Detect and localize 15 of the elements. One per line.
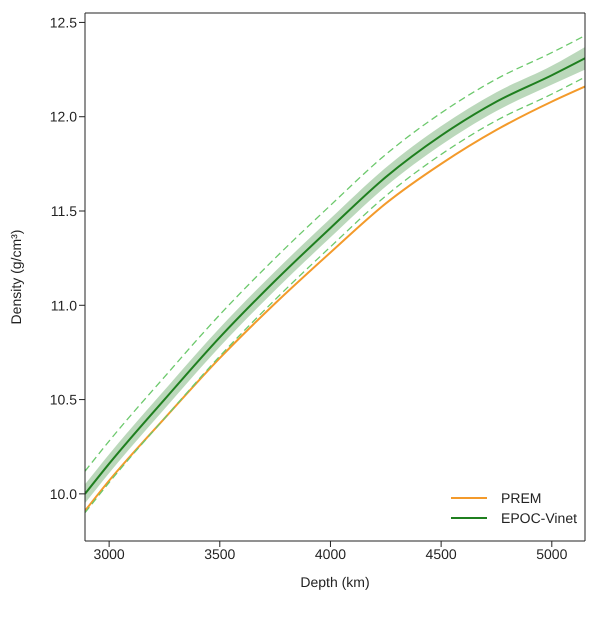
- y-tick-label: 11.5: [50, 202, 78, 219]
- legend-label: PREM: [501, 490, 542, 506]
- y-axis-title: Density (g/cm³): [8, 230, 24, 324]
- y-tick-label: 12.0: [50, 108, 78, 125]
- x-tick-label: 4500: [426, 546, 457, 562]
- y-tick-label: 10.5: [50, 392, 78, 408]
- x-tick-label: 3500: [204, 546, 236, 562]
- x-tick-label: 4000: [314, 546, 346, 562]
- y-tick-label: 12.5: [50, 14, 78, 30]
- x-tick-label: 5000: [536, 546, 568, 562]
- y-tick-label: 11.0: [50, 297, 78, 314]
- x-tick-label: 3000: [94, 546, 125, 562]
- legend-label: EPOC-Vinet: [501, 510, 577, 526]
- y-tick-label: 10.0: [50, 486, 78, 502]
- x-axis-title: Depth (km): [300, 574, 370, 590]
